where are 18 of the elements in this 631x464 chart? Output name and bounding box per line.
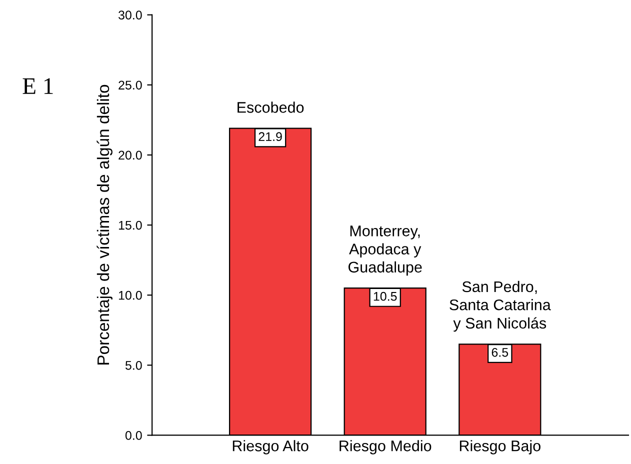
y-tick-label: 5.0 <box>125 360 142 370</box>
x-tick-label: Riesgo Bajo <box>460 440 540 454</box>
x-tick-label: Riesgo Alto <box>232 440 308 454</box>
y-tick-label: 0.0 <box>125 431 142 440</box>
annotation: San Pedro, Santa Catarina y San Nicolás <box>450 280 551 332</box>
y-tick-label: 30.0 <box>118 10 142 20</box>
annotation: Escobedo <box>238 102 304 113</box>
y-axis-title: Porcentaje de víctimas de algún delito <box>96 84 112 364</box>
y-tick-label: 25.0 <box>118 80 142 90</box>
y-tick-label: 10.0 <box>118 290 142 300</box>
text: E 1 <box>22 78 53 94</box>
x-tick-label: Riesgo Medio <box>340 440 432 454</box>
data-label: 10.5 <box>374 292 397 301</box>
y-tick-label: 20.0 <box>118 150 142 160</box>
data-label: 6.5 <box>492 348 508 357</box>
y-tick-label: 15.0 <box>118 220 142 230</box>
data-label: 21.9 <box>258 132 282 142</box>
annotation: Monterrey, Apodaca y Guadalupe <box>348 226 422 276</box>
